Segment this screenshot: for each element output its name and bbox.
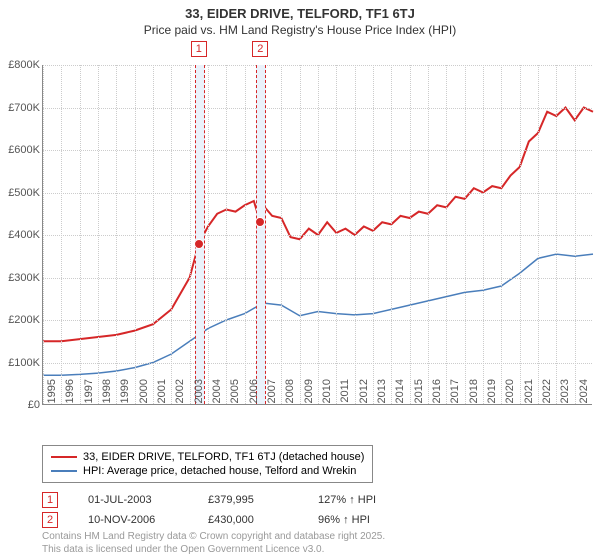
event-hpi: 96% ↑ HPI — [318, 514, 398, 526]
x-axis-label: 2010 — [321, 379, 333, 409]
event-date: 10-NOV-2006 — [88, 514, 178, 526]
x-axis-label: 2014 — [394, 379, 406, 409]
x-axis-label: 2012 — [358, 379, 370, 409]
y-axis-label: £700K — [0, 102, 40, 114]
chart-subtitle: Price paid vs. HM Land Registry's House … — [0, 21, 600, 37]
plot-area: 12 — [42, 65, 592, 405]
legend-item: 33, EIDER DRIVE, TELFORD, TF1 6TJ (detac… — [51, 450, 364, 464]
x-axis-label: 2011 — [339, 379, 351, 409]
band-label: 2 — [252, 41, 268, 57]
chart-area: 12 £0 £100K £200K £300K £400K £500K £600K £700K… — [0, 65, 600, 455]
chart-container: 33, EIDER DRIVE, TELFORD, TF1 6TJ Price … — [0, 0, 600, 560]
x-axis-label: 2019 — [486, 379, 498, 409]
event-row: 1 01-JUL-2003 £379,995 127% ↑ HPI — [42, 490, 398, 510]
x-axis-label: 1999 — [119, 379, 131, 409]
legend-label: 33, EIDER DRIVE, TELFORD, TF1 6TJ (detac… — [83, 451, 364, 463]
x-axis-label: 2013 — [376, 379, 388, 409]
x-axis-label: 2020 — [504, 379, 516, 409]
x-axis-label: 2009 — [303, 379, 315, 409]
y-axis-label: £300K — [0, 272, 40, 284]
x-axis-label: 2000 — [138, 379, 150, 409]
event-hpi: 127% ↑ HPI — [318, 494, 398, 506]
legend-label: HPI: Average price, detached house, Telf… — [83, 465, 356, 477]
event-row: 2 10-NOV-2006 £430,000 96% ↑ HPI — [42, 510, 398, 530]
event-marker: 2 — [42, 512, 58, 528]
y-axis-label: £400K — [0, 229, 40, 241]
event-price: £379,995 — [208, 494, 288, 506]
y-axis-label: £200K — [0, 314, 40, 326]
x-axis-label: 2001 — [156, 379, 168, 409]
data-marker — [194, 239, 204, 249]
x-axis-label: 2023 — [559, 379, 571, 409]
event-table: 1 01-JUL-2003 £379,995 127% ↑ HPI 2 10-N… — [42, 490, 398, 530]
x-axis-label: 2016 — [431, 379, 443, 409]
legend-swatch — [51, 470, 77, 472]
x-axis-label: 1995 — [46, 379, 58, 409]
event-price: £430,000 — [208, 514, 288, 526]
y-axis-label: £800K — [0, 59, 40, 71]
band-label: 1 — [191, 41, 207, 57]
x-axis-label: 1998 — [101, 379, 113, 409]
x-axis-label: 2008 — [284, 379, 296, 409]
x-axis-label: 2018 — [468, 379, 480, 409]
x-axis-label: 2024 — [578, 379, 590, 409]
footer: Contains HM Land Registry data © Crown c… — [42, 530, 385, 556]
x-axis-label: 2003 — [193, 379, 205, 409]
x-axis-label: 2002 — [174, 379, 186, 409]
y-axis-label: £600K — [0, 144, 40, 156]
x-axis-label: 2007 — [266, 379, 278, 409]
x-axis-label: 1997 — [83, 379, 95, 409]
y-axis-label: £500K — [0, 187, 40, 199]
data-marker — [255, 217, 265, 227]
event-marker: 1 — [42, 492, 58, 508]
footer-line: This data is licensed under the Open Gov… — [42, 543, 385, 556]
x-axis-label: 2006 — [248, 379, 260, 409]
x-axis-label: 2015 — [413, 379, 425, 409]
legend: 33, EIDER DRIVE, TELFORD, TF1 6TJ (detac… — [42, 445, 373, 483]
legend-swatch — [51, 456, 77, 458]
legend-item: HPI: Average price, detached house, Telf… — [51, 464, 364, 478]
x-axis-label: 2022 — [541, 379, 553, 409]
chart-title: 33, EIDER DRIVE, TELFORD, TF1 6TJ — [0, 0, 600, 21]
x-axis-label: 1996 — [64, 379, 76, 409]
event-date: 01-JUL-2003 — [88, 494, 178, 506]
x-axis-label: 2005 — [229, 379, 241, 409]
y-axis-label: £100K — [0, 357, 40, 369]
footer-line: Contains HM Land Registry data © Crown c… — [42, 530, 385, 543]
x-axis-label: 2021 — [523, 379, 535, 409]
y-axis-label: £0 — [0, 399, 40, 411]
x-axis-label: 2004 — [211, 379, 223, 409]
x-axis-label: 2017 — [449, 379, 461, 409]
